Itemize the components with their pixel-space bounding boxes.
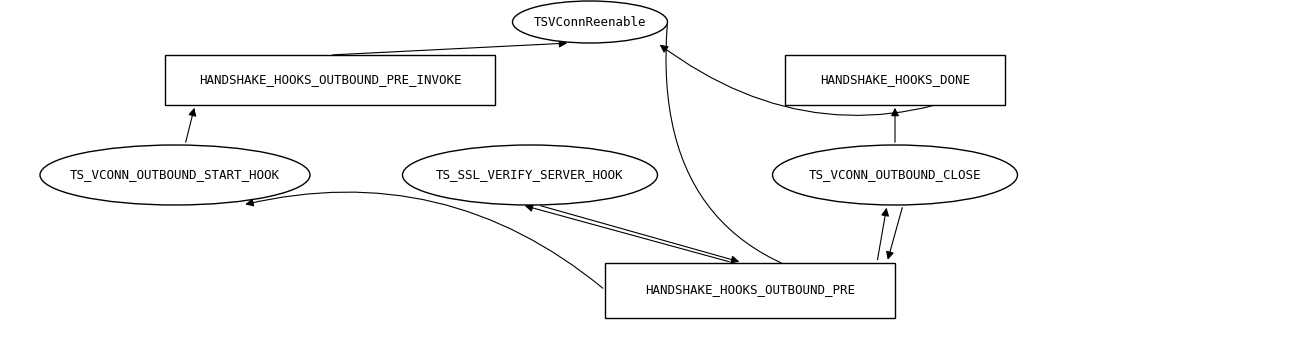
Text: TS_SSL_VERIFY_SERVER_HOOK: TS_SSL_VERIFY_SERVER_HOOK xyxy=(437,169,623,181)
FancyBboxPatch shape xyxy=(165,55,495,105)
FancyBboxPatch shape xyxy=(605,262,896,318)
Text: TS_VCONN_OUTBOUND_START_HOOK: TS_VCONN_OUTBOUND_START_HOOK xyxy=(70,169,280,181)
Ellipse shape xyxy=(772,145,1017,205)
Text: HANDSHAKE_HOOKS_OUTBOUND_PRE_INVOKE: HANDSHAKE_HOOKS_OUTBOUND_PRE_INVOKE xyxy=(198,74,461,86)
FancyBboxPatch shape xyxy=(785,55,1004,105)
Ellipse shape xyxy=(512,1,667,43)
Text: TS_VCONN_OUTBOUND_CLOSE: TS_VCONN_OUTBOUND_CLOSE xyxy=(809,169,981,181)
Text: HANDSHAKE_HOOKS_DONE: HANDSHAKE_HOOKS_DONE xyxy=(820,74,969,86)
Ellipse shape xyxy=(403,145,657,205)
Text: TSVConnReenable: TSVConnReenable xyxy=(534,16,647,28)
Ellipse shape xyxy=(40,145,310,205)
Text: HANDSHAKE_HOOKS_OUTBOUND_PRE: HANDSHAKE_HOOKS_OUTBOUND_PRE xyxy=(645,283,855,296)
